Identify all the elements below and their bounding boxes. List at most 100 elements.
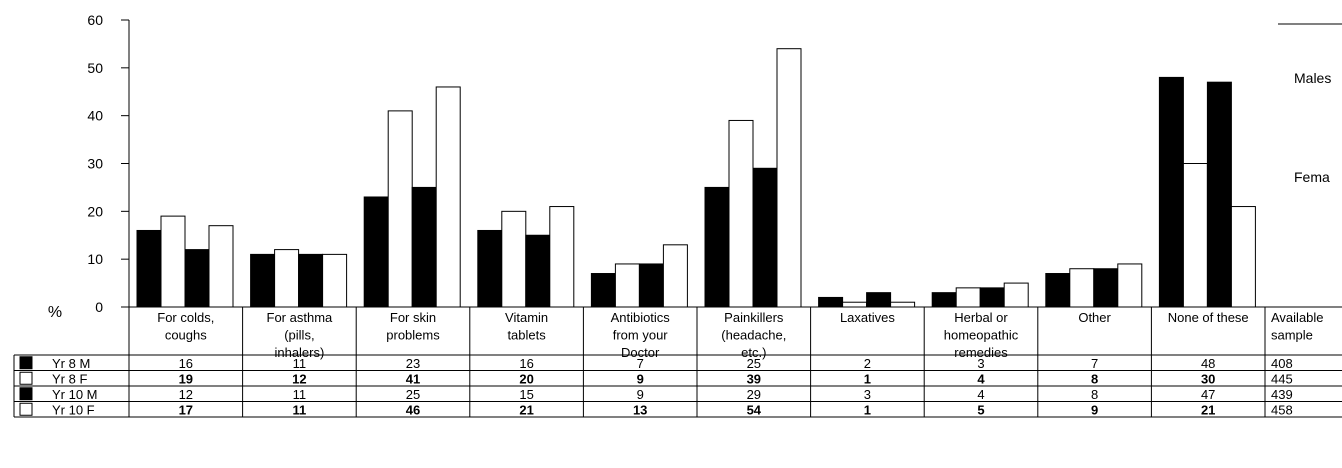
data-label: 17 [179, 402, 193, 417]
bar-yr-10-m [298, 253, 324, 308]
data-label: 11 [293, 387, 307, 402]
bar-yr-8-f [614, 263, 640, 308]
sample-value: 439 [1271, 387, 1293, 402]
data-label: 19 [179, 371, 193, 386]
data-label: 46 [406, 402, 420, 417]
bar-yr-10-f [776, 48, 802, 308]
bar-yr-8-f [1182, 163, 1208, 308]
sample-value: 445 [1271, 371, 1293, 386]
y-axis-label: % [48, 304, 62, 321]
legend-label-females: Fema [1294, 169, 1330, 185]
category-label: homeopathic [944, 328, 1019, 343]
bar-yr-8-f [1069, 268, 1095, 308]
y-tick-label: 40 [87, 108, 103, 124]
bar-yr-10-f [208, 225, 234, 308]
y-tick-label: 60 [87, 12, 103, 28]
data-label: 54 [747, 402, 762, 417]
legend-swatch [19, 356, 33, 370]
category-label: Other [1078, 310, 1111, 325]
category-label: Doctor [621, 345, 660, 360]
bar-yr-10-m [411, 186, 437, 308]
bar-yr-8-m [1158, 76, 1184, 308]
bar-yr-8-f [842, 301, 868, 308]
bar-yr-8-f [274, 249, 300, 308]
data-label: 25 [747, 356, 761, 371]
legend-swatch [19, 402, 33, 416]
data-label: 12 [179, 387, 193, 402]
bar-yr-8-m [590, 273, 616, 308]
category-label: inhalers) [274, 345, 324, 360]
bar-yr-8-m [704, 186, 730, 308]
data-label: 8 [1091, 387, 1098, 402]
category-label: (headache, [721, 328, 786, 343]
bar-yr-10-f [435, 86, 461, 308]
y-tick-label: 10 [87, 251, 103, 267]
data-label: 7 [1091, 356, 1098, 371]
data-label: 23 [406, 356, 420, 371]
y-tick-label: 30 [87, 156, 103, 172]
bar-yr-10-f [322, 253, 348, 308]
data-label: 9 [637, 387, 644, 402]
data-label: 25 [406, 387, 420, 402]
bar-yr-8-f [501, 210, 527, 308]
bar-yr-10-f [549, 206, 575, 308]
bar-yr-10-m [638, 263, 664, 308]
bar-yr-8-f [387, 110, 413, 308]
data-label: 11 [293, 356, 307, 371]
category-label: Herbal or [954, 310, 1008, 325]
data-label: 20 [519, 371, 533, 386]
bar-yr-8-m [1045, 273, 1071, 308]
sample-value: 408 [1271, 356, 1293, 371]
data-label: 30 [1201, 371, 1215, 386]
sample-header-label: sample [1271, 328, 1313, 343]
bar-yr-10-f [662, 244, 688, 308]
category-label: For skin [390, 310, 436, 325]
bar-yr-8-m [818, 296, 844, 308]
y-tick-label: 50 [87, 60, 103, 76]
bar-yr-10-m [1093, 268, 1119, 308]
data-label: 4 [977, 371, 985, 386]
bar-yr-10-f [1003, 282, 1029, 308]
bar-yr-10-m [752, 167, 778, 308]
category-label: Painkillers [724, 310, 784, 325]
legend-swatch [19, 371, 33, 385]
series-label: Yr 10 F [52, 402, 95, 417]
category-label: For colds, [157, 310, 214, 325]
y-tick-label: 20 [87, 203, 103, 219]
category-label: For asthma [267, 310, 334, 325]
data-label: 11 [293, 402, 307, 417]
bar-yr-10-m [866, 292, 892, 308]
bar-yr-8-f [955, 287, 981, 308]
data-label: 1 [864, 371, 871, 386]
data-label: 48 [1201, 356, 1215, 371]
data-label: 2 [864, 356, 871, 371]
data-label: 1 [864, 402, 871, 417]
legend-label-males: Males [1294, 70, 1331, 86]
category-label: None of these [1168, 310, 1249, 325]
data-label: 21 [1201, 402, 1215, 417]
data-label: 9 [637, 371, 644, 386]
category-label: problems [386, 328, 440, 343]
category-label: Antibiotics [611, 310, 671, 325]
category-label: remedies [954, 345, 1008, 360]
data-label: 29 [747, 387, 761, 402]
category-label: etc.) [741, 345, 766, 360]
data-label: 16 [519, 356, 533, 371]
series-label: Yr 8 F [52, 371, 87, 386]
series-label: Yr 8 M [52, 356, 90, 371]
data-label: 41 [406, 371, 420, 386]
bar-yr-8-m [477, 229, 503, 308]
data-label: 15 [519, 387, 533, 402]
data-label: 3 [977, 356, 984, 371]
sample-value: 458 [1271, 402, 1293, 417]
bar-yr-8-m [363, 196, 389, 308]
bar-yr-10-f [1230, 206, 1256, 308]
category-label: tablets [507, 328, 546, 343]
bar-yr-10-m [184, 249, 210, 308]
data-label: 5 [977, 402, 984, 417]
bar-yr-8-m [136, 229, 162, 308]
category-label: coughs [165, 328, 207, 343]
data-label: 12 [292, 371, 306, 386]
data-label: 8 [1091, 371, 1098, 386]
